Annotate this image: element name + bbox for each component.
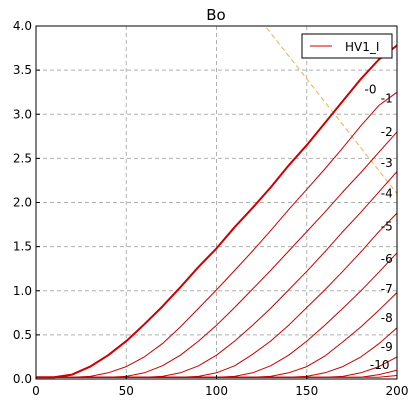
chart-title: Bo xyxy=(206,6,225,24)
y-tick-label: 3.5 xyxy=(13,63,32,77)
curve-label: -0 xyxy=(365,83,377,97)
y-tick-label: 1.5 xyxy=(13,240,32,254)
y-tick-label: 0.0 xyxy=(13,372,32,386)
curve-label: -8 xyxy=(381,311,393,325)
x-tick-label: 50 xyxy=(119,384,134,398)
y-tick-label: 0.5 xyxy=(13,328,32,342)
curve-label: -2 xyxy=(381,125,393,139)
curve-label: -5 xyxy=(381,219,393,233)
curve-label: -1 xyxy=(381,91,393,105)
curve-label: -10 xyxy=(370,358,390,372)
curve-label: -4 xyxy=(381,187,393,201)
y-tick-label: 3.0 xyxy=(13,107,32,121)
y-tick-label: 2.5 xyxy=(13,151,32,165)
curve-label: -9 xyxy=(381,340,393,354)
x-tick-label: 150 xyxy=(295,384,318,398)
series-line-neg0 xyxy=(36,44,397,379)
y-tick-label: 1.0 xyxy=(13,284,32,298)
curve-labels: -0 -1 -2 -3 -4 -5 -6 -7 -8 -9 -10 xyxy=(365,83,393,372)
curve-label: -3 xyxy=(381,156,393,170)
x-tick-label: 200 xyxy=(386,384,409,398)
curve-label: -7 xyxy=(381,282,393,296)
curve-label: -6 xyxy=(381,252,393,266)
load-line xyxy=(264,26,397,194)
series-line-neg1 xyxy=(36,91,397,378)
legend: HV1_I xyxy=(301,33,393,59)
legend-entry-label: HV1_I xyxy=(345,40,379,54)
x-axis-ticks: 0 50 100 150 200 xyxy=(32,375,408,398)
x-tick-label: 0 xyxy=(32,384,40,398)
grid-lines xyxy=(36,26,397,379)
x-tick-label: 100 xyxy=(205,384,228,398)
load-line-group xyxy=(264,26,397,194)
y-tick-label: 2.0 xyxy=(13,196,32,210)
y-tick-label: 4.0 xyxy=(13,19,32,33)
y-axis-ticks: 0.0 0.5 1.0 1.5 2.0 2.5 3.0 3.5 4.0 xyxy=(13,19,40,386)
